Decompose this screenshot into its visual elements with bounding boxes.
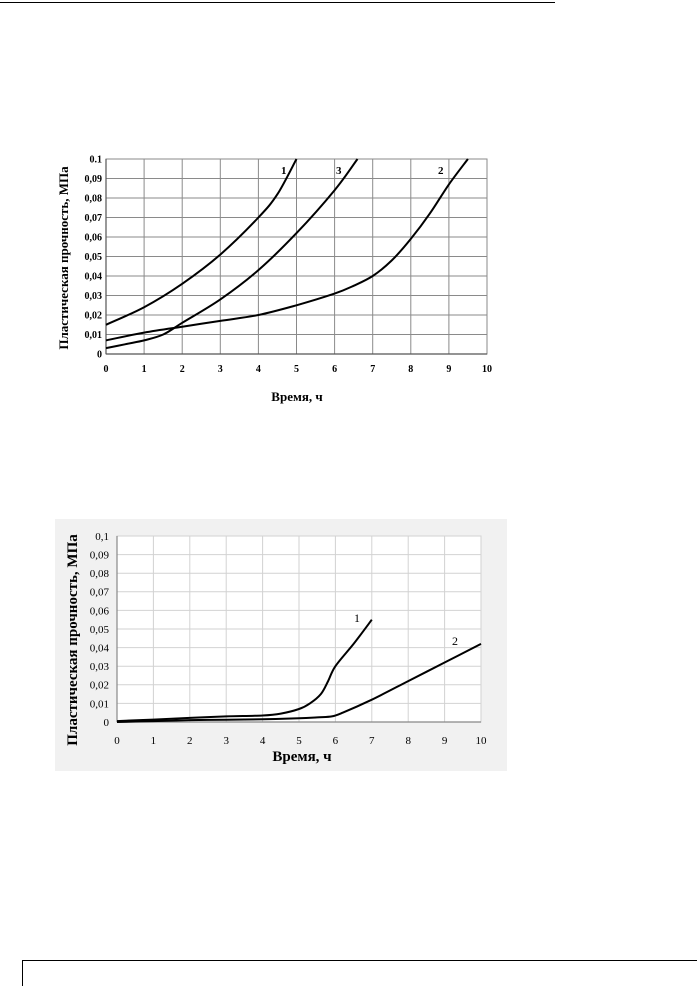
x-tick-label: 7 bbox=[370, 364, 375, 375]
series-line-2 bbox=[116, 643, 482, 723]
x-axis-title: Время, ч bbox=[271, 389, 322, 404]
x-tick-label: 2 bbox=[180, 364, 185, 375]
series-label-2: 2 bbox=[438, 165, 444, 177]
x-tick-label: 6 bbox=[333, 735, 339, 747]
x-tick-label: 8 bbox=[405, 735, 411, 747]
y-tick-label: 0,06 bbox=[90, 605, 110, 617]
series-line-2 bbox=[105, 158, 469, 342]
x-tick-label: 5 bbox=[296, 735, 302, 747]
chart-background bbox=[55, 519, 507, 771]
bottom-corner-rule bbox=[22, 960, 23, 986]
y-tick-label: 0,04 bbox=[85, 272, 103, 283]
x-tick-label: 3 bbox=[223, 735, 229, 747]
y-tick-label: 0,05 bbox=[85, 252, 103, 263]
y-tick-label: 0,07 bbox=[90, 587, 110, 599]
bottom-rule bbox=[22, 960, 697, 961]
x-tick-label: 4 bbox=[256, 364, 261, 375]
x-tick-label: 9 bbox=[442, 735, 448, 747]
y-tick-label: 0,06 bbox=[85, 233, 103, 244]
y-tick-label: 0,02 bbox=[90, 680, 109, 692]
x-tick-label: 8 bbox=[408, 364, 413, 375]
x-tick-label: 10 bbox=[482, 364, 492, 375]
x-tick-label: 1 bbox=[151, 735, 157, 747]
x-tick-label: 1 bbox=[142, 364, 147, 375]
x-tick-label: 2 bbox=[187, 735, 193, 747]
x-tick-label: 10 bbox=[476, 735, 488, 747]
y-tick-label: 0 bbox=[97, 350, 102, 361]
x-tick-label: 7 bbox=[369, 735, 375, 747]
y-tick-label: 0.1 bbox=[90, 155, 103, 166]
plot-area bbox=[105, 158, 488, 355]
x-tick-label: 9 bbox=[446, 364, 451, 375]
y-axis-title: Пластическая прочность, МПа bbox=[65, 534, 81, 746]
x-tick-label: 3 bbox=[218, 364, 223, 375]
y-tick-label: 0,03 bbox=[90, 661, 110, 673]
x-tick-label: 4 bbox=[260, 735, 266, 747]
series-label-2: 2 bbox=[452, 634, 458, 648]
y-tick-label: 0,04 bbox=[90, 642, 110, 654]
y-tick-label: 0,09 bbox=[85, 174, 103, 185]
top-rule bbox=[0, 2, 555, 3]
series-line-1 bbox=[116, 619, 373, 723]
y-tick-label: 0,03 bbox=[85, 291, 103, 302]
series-label-3: 3 bbox=[336, 165, 342, 177]
y-tick-label: 0,09 bbox=[90, 549, 110, 561]
y-axis-title: Пластическая прочность, МПа bbox=[56, 166, 71, 350]
plot-area bbox=[116, 535, 482, 723]
series-label-1: 1 bbox=[354, 611, 360, 625]
x-tick-label: 6 bbox=[332, 364, 337, 375]
y-tick-label: 0,02 bbox=[85, 311, 103, 322]
series-label-1: 1 bbox=[281, 165, 287, 177]
x-tick-label: 5 bbox=[294, 364, 299, 375]
y-tick-label: 0 bbox=[104, 717, 110, 729]
series-line-3 bbox=[105, 158, 359, 350]
series-line-1 bbox=[105, 158, 298, 326]
y-tick-label: 0,1 bbox=[95, 531, 109, 543]
x-tick-label: 0 bbox=[114, 735, 120, 747]
y-tick-label: 0,01 bbox=[85, 330, 103, 341]
x-tick-label: 0 bbox=[104, 364, 109, 375]
y-tick-label: 0,08 bbox=[85, 194, 103, 205]
y-tick-label: 0,01 bbox=[90, 698, 109, 710]
x-axis-title: Время, ч bbox=[272, 749, 332, 765]
y-tick-label: 0,07 bbox=[85, 213, 103, 224]
y-tick-label: 0,05 bbox=[90, 624, 110, 636]
y-tick-label: 0,08 bbox=[90, 568, 110, 580]
